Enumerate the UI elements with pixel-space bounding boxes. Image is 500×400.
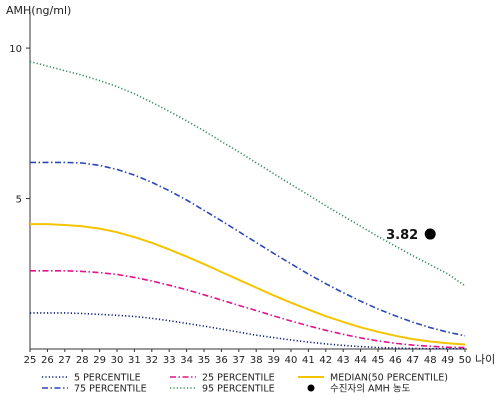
axes: [29, 12, 467, 350]
series-line-median-50-percentile-: [30, 223, 466, 346]
x-tick-label: 35: [198, 355, 211, 366]
x-tick-label: 37: [232, 355, 245, 366]
x-tick-label: 45: [372, 355, 385, 366]
series-line-95-percentile: [29, 60, 466, 287]
x-tick-label: 29: [93, 355, 106, 366]
x-tick-label: 46: [389, 355, 402, 366]
x-tick-label: 27: [58, 355, 71, 366]
x-tick-label: 26: [41, 355, 54, 366]
x-tick-label: 34: [180, 355, 193, 366]
x-tick-label: 42: [319, 355, 332, 366]
legend-label: 25 PERCENTILE: [202, 373, 275, 384]
points-layer: 3.82: [386, 228, 436, 243]
y-axis-title: AMH(ng/ml): [6, 4, 71, 17]
x-tick-label: 28: [76, 355, 89, 366]
legend-label: 75 PERCENTILE: [74, 384, 147, 395]
legend-label: MEDIAN(50 PERCENTILE): [330, 373, 448, 384]
x-tick-label: 48: [424, 355, 437, 366]
x-tick-label: 31: [128, 355, 141, 366]
ticks-layer: 5 10 25 26 27 28 29 30 31 32 33 34 35 36 37 38 39 40 41 42 4…: [9, 44, 471, 366]
patient-amh-value-label: 3.82: [386, 228, 418, 243]
x-tick-label: 50: [459, 355, 472, 366]
x-tick-label: 44: [354, 355, 367, 366]
legend: 5 PERCENTILE 25 PERCENTILE MEDIAN(50 PERCE…: [42, 373, 448, 395]
series-line-5-percentile: [30, 312, 465, 350]
series-line-75-percentile: [30, 161, 466, 337]
x-tick-label: 38: [250, 355, 263, 366]
legend-swatch: [307, 384, 315, 392]
legend-label: 수진자의 AMH 농도: [330, 384, 411, 395]
x-tick-label: 41: [302, 355, 315, 366]
x-tick-label: 30: [111, 355, 124, 366]
patient-amh-point: [424, 228, 436, 240]
y-tick-label: 10: [9, 44, 22, 55]
x-tick-label: 36: [215, 355, 228, 366]
x-tick-label: 39: [267, 355, 280, 366]
x-axis-title: 나이: [475, 353, 495, 366]
x-tick-label: 32: [145, 355, 158, 366]
x-tick-label: 40: [285, 355, 298, 366]
x-tick-label: 33: [163, 355, 176, 366]
x-tick-label: 43: [337, 355, 350, 366]
y-tick-label: 5: [16, 195, 22, 206]
legend-label: 5 PERCENTILE: [74, 373, 141, 384]
series-line-25-percentile: [30, 269, 466, 349]
x-tick-label: 47: [406, 355, 419, 366]
series-layer: [29, 60, 466, 350]
x-tick-label: 25: [24, 355, 37, 366]
legend-label: 95 PERCENTILE: [202, 384, 275, 395]
x-tick-label: 49: [441, 355, 454, 366]
